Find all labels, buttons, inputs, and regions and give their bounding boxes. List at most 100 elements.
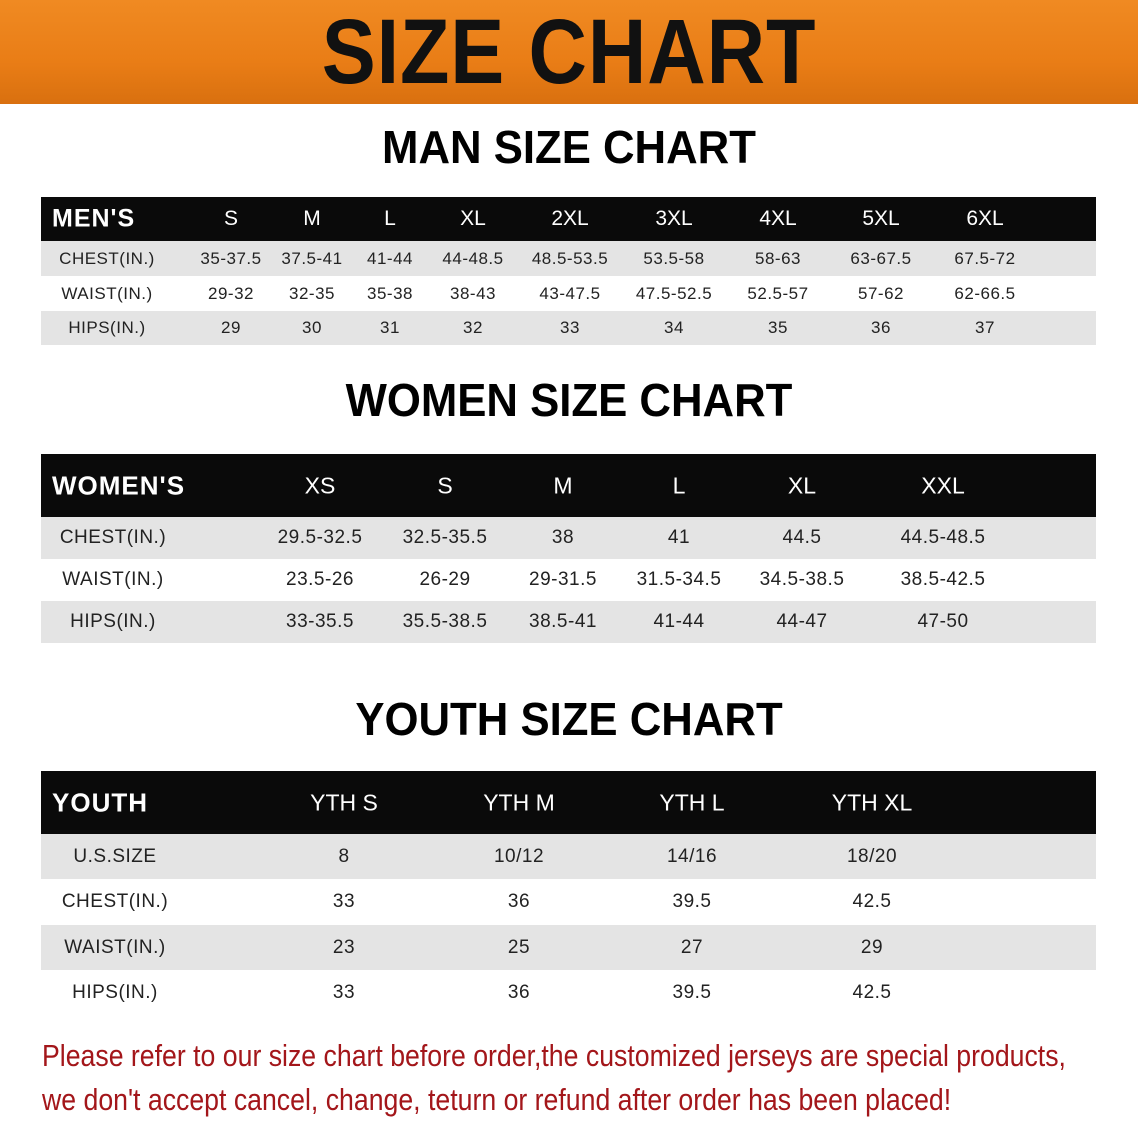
size-header-m: M <box>303 207 321 230</box>
table-cell: 47.5-52.5 <box>635 283 713 303</box>
table-cell: 31 <box>380 318 400 337</box>
youth-section-title: YOUTH SIZE CHART <box>355 693 783 745</box>
size-header-3xl: 3XL <box>655 207 693 230</box>
women-section-title: WOMEN SIZE CHART <box>345 374 793 426</box>
table-cell: 36 <box>507 981 531 1003</box>
table-cell: 27 <box>680 936 704 958</box>
table-cell: 47-50 <box>917 611 969 632</box>
table-cell: 33 <box>560 318 580 337</box>
table-cell: 35-37.5 <box>200 248 262 268</box>
table-row: CHEST(IN.) 35-37.5 37.5-41 41-44 44-48.5 48.5… <box>41 241 1096 276</box>
row-label: HIPS(IN.) <box>68 318 146 337</box>
table-row: WAIST(IN.) 23 25 27 29 <box>41 925 1096 970</box>
table-cell: 36 <box>871 318 891 337</box>
table-cell: 39.5 <box>672 981 712 1003</box>
table-cell: 53.5-58 <box>643 248 705 268</box>
table-cell: 14/16 <box>666 845 718 867</box>
size-header-5xl: 5XL <box>862 207 900 230</box>
table-cell: 37 <box>975 318 995 337</box>
size-header-yth-xl: YTH XL <box>831 789 913 815</box>
table-cell: 33 <box>332 891 356 912</box>
row-label: WAIST(IN.) <box>62 569 164 590</box>
table-cell: 41-44 <box>653 611 705 632</box>
size-header-yth-l: YTH L <box>659 789 725 815</box>
table-cell: 38.5-42.5 <box>900 569 986 590</box>
row-label: WAIST(IN.) <box>64 936 166 958</box>
table-cell: 23.5-26 <box>286 569 354 590</box>
table-cell: 41-44 <box>367 248 413 268</box>
men-section-title: MAN SIZE CHART <box>382 121 756 173</box>
size-header-yth-m: YTH M <box>483 789 555 815</box>
table-row: WAIST(IN.) 23.5-26 26-29 29-31.5 31.5-34.5 34… <box>41 559 1096 601</box>
table-row: HIPS(IN.) 33-35.5 35.5-38.5 38.5-41 41-44 44-… <box>41 601 1096 643</box>
size-header-6xl: 6XL <box>966 207 1004 230</box>
table-cell: 39.5 <box>672 891 712 912</box>
table-cell: 37.5-41 <box>281 248 343 268</box>
table-cell: 25 <box>507 936 531 958</box>
banner-title: SIZE CHART <box>321 1 817 103</box>
table-row: HIPS(IN.) 29 30 31 32 33 34 35 36 37 <box>41 311 1096 345</box>
table-cell: 23 <box>332 936 356 958</box>
table-row: U.S.SIZE 8 10/12 14/16 18/20 <box>41 834 1096 879</box>
table-cell: 42.5 <box>852 891 892 912</box>
table-cell: 29 <box>860 936 884 958</box>
row-label: CHEST(IN.) <box>59 527 167 548</box>
table-cell: 33-35.5 <box>286 611 354 632</box>
table-header: WOMEN'S XS S M L XL XXL <box>41 454 1096 517</box>
table-cell: 43-47.5 <box>539 283 601 303</box>
size-header-xxl: XXL <box>921 472 965 498</box>
table-cell: 48.5-53.5 <box>531 248 609 268</box>
table-header: MEN'S S M L XL 2XL 3XL 4XL 5XL 6XL <box>41 197 1096 241</box>
table-cell: 35.5-38.5 <box>402 611 488 632</box>
size-header-xs: XS <box>304 472 336 498</box>
table-cell: 33 <box>332 981 356 1003</box>
table-cell: 62-66.5 <box>954 283 1016 303</box>
table-row: CHEST(IN.) 29.5-32.5 32.5-35.5 38 41 44.5 44.5… <box>41 517 1096 559</box>
table-cell: 38 <box>551 527 575 548</box>
table-cell: 29 <box>221 318 241 337</box>
table-cell: 44.5 <box>782 527 822 548</box>
notice-line-1: Please refer to our size chart before or… <box>42 1038 1066 1073</box>
row-label: HIPS(IN.) <box>70 611 156 632</box>
size-header-m: M <box>553 472 573 498</box>
size-header-l: L <box>672 472 686 498</box>
table-cell: 34 <box>664 318 684 337</box>
size-header-l: L <box>384 207 396 230</box>
table-row: HIPS(IN.) 33 36 39.5 42.5 <box>41 970 1096 1015</box>
size-header-4xl: 4XL <box>759 207 797 230</box>
table-cell: 52.5-57 <box>747 283 809 303</box>
table-cell: 38-43 <box>450 283 496 303</box>
table-cell: 58-63 <box>755 248 801 268</box>
header-label: MEN'S <box>52 204 136 233</box>
row-label: HIPS(IN.) <box>72 981 158 1003</box>
table-cell: 44-47 <box>776 611 828 632</box>
table-cell: 44-48.5 <box>442 248 504 268</box>
size-header-xl: XL <box>787 472 817 498</box>
table-cell: 44.5-48.5 <box>900 527 986 548</box>
size-header-s: S <box>437 472 453 498</box>
table-cell: 29-32 <box>208 283 254 303</box>
table-cell: 57-62 <box>858 283 904 303</box>
table-cell: 29-31.5 <box>529 569 597 590</box>
table-cell: 35 <box>768 318 788 337</box>
table-row: CHEST(IN.) 33 36 39.5 42.5 <box>41 879 1096 925</box>
table-cell: 32.5-35.5 <box>402 527 488 548</box>
table-cell: 34.5-38.5 <box>759 569 845 590</box>
table-cell: 63-67.5 <box>850 248 912 268</box>
table-cell: 8 <box>338 845 350 867</box>
row-label: CHEST(IN.) <box>59 248 155 268</box>
table-header: YOUTH YTH S YTH M YTH L YTH XL <box>41 771 1096 834</box>
size-header-yth-s: YTH S <box>310 789 378 815</box>
table-cell: 31.5-34.5 <box>636 569 722 590</box>
size-header-s: S <box>223 207 239 230</box>
notice-line-2: we don't accept cancel, change, teturn o… <box>42 1082 952 1117</box>
table-cell: 26-29 <box>419 569 471 590</box>
table-cell: 38.5-41 <box>529 611 597 632</box>
table-cell: 42.5 <box>852 981 892 1003</box>
table-row: WAIST(IN.) 29-32 32-35 35-38 38-43 43-47.5 47.… <box>41 276 1096 311</box>
header-label: WOMEN'S <box>52 470 186 500</box>
table-cell: 32-35 <box>289 283 335 303</box>
banner: SIZE CHART <box>0 0 1138 104</box>
row-label: U.S.SIZE <box>73 845 157 867</box>
table-cell: 67.5-72 <box>954 248 1016 268</box>
